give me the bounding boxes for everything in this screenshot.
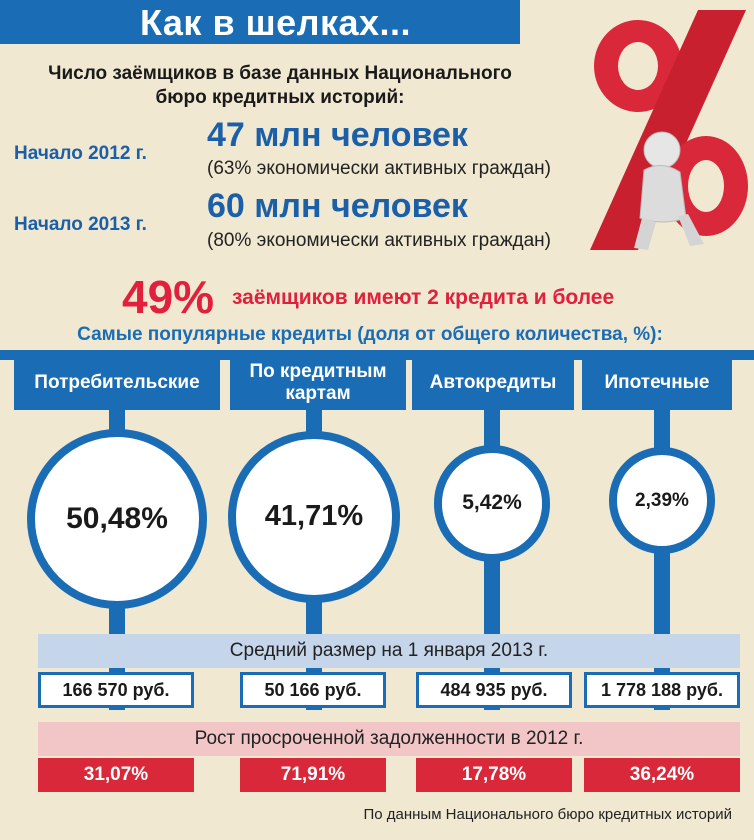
bubble-value-mortgage: 2,39%: [635, 489, 689, 511]
amount-auto-text: 484 935 руб.: [440, 679, 548, 700]
amount-mortgage-text: 1 778 188 руб.: [601, 679, 723, 700]
overdue-growth-title: Рост просроченной задолженности в 2012 г…: [38, 722, 740, 756]
category-auto: Автокредиты: [412, 356, 574, 410]
category-label-consumer: Потребительские: [34, 372, 200, 393]
growth-cards: 71,91%: [240, 758, 386, 792]
overdue-growth-title-text: Рост просроченной задолженности в 2012 г…: [194, 728, 584, 749]
bubble-value-cards: 41,71%: [264, 500, 364, 533]
category-label-cards-1: По кредитным: [249, 361, 387, 382]
intro-line-2: бюро кредитных историй:: [155, 87, 405, 108]
amount-auto: 484 935 руб.: [416, 672, 572, 708]
average-amount-title-text: Средний размер на 1 января 2013 г.: [229, 640, 549, 661]
category-label-mortgage: Ипотечные: [604, 372, 710, 393]
amount-consumer: 166 570 руб.: [38, 672, 194, 708]
growth-cards-text: 71,91%: [280, 764, 346, 785]
intro-line-1: Число заёмщиков в базе данных Национальн…: [48, 63, 512, 84]
amount-cards: 50 166 руб.: [240, 672, 386, 708]
title-bar: [0, 0, 520, 44]
growth-auto-text: 17,78%: [461, 764, 527, 785]
bubble-value-auto: 5,42%: [462, 491, 522, 515]
category-consumer: Потребительские: [14, 356, 220, 410]
growth-mortgage-text: 36,24%: [629, 764, 695, 785]
growth-auto: 17,78%: [416, 758, 572, 792]
popular-loans-title: Самые популярные кредиты (доля от общего…: [77, 324, 663, 345]
count-2012: 47 млн человек: [207, 116, 468, 154]
amount-mortgage: 1 778 188 руб.: [584, 672, 740, 708]
category-mortgage: Ипотечные: [582, 356, 732, 410]
multi-loan-percent: 49%: [122, 271, 215, 323]
amount-consumer-text: 166 570 руб.: [62, 679, 170, 700]
bubble-cards: 41,71%: [228, 431, 400, 603]
blue-band: [0, 350, 754, 360]
average-amount-title: Средний размер на 1 января 2013 г.: [38, 634, 740, 668]
year-2013-label: Начало 2013 г.: [14, 214, 147, 235]
category-label-auto: Автокредиты: [429, 372, 557, 393]
bubble-value-consumer: 50,48%: [66, 502, 168, 535]
amount-cards-text: 50 166 руб.: [264, 679, 362, 700]
bubble-consumer: 50,48%: [27, 429, 207, 609]
share-2012: (63% экономически активных граждан): [207, 158, 552, 179]
growth-mortgage: 36,24%: [584, 758, 740, 792]
page-title: Как в шелках...: [140, 2, 412, 43]
growth-consumer: 31,07%: [38, 758, 194, 792]
share-2013: (80% экономически активных граждан): [207, 230, 552, 251]
category-label-cards-2: картам: [285, 383, 351, 404]
category-cards: По кредитным картам: [230, 356, 406, 410]
multi-loan-text: заёмщиков имеют 2 кредита и более: [232, 286, 615, 309]
year-2012-label: Начало 2012 г.: [14, 143, 147, 164]
source-note: По данным Национального бюро кредитных и…: [363, 806, 732, 823]
growth-consumer-text: 31,07%: [83, 764, 149, 785]
count-2013: 60 млн человек: [207, 187, 468, 225]
bubble-mortgage: 2,39%: [608, 447, 716, 554]
percent-illustration-icon: [590, 10, 748, 250]
bubble-auto: 5,42%: [433, 444, 551, 562]
intro-text: Число заёмщиков в базе данных Национальн…: [0, 62, 560, 110]
